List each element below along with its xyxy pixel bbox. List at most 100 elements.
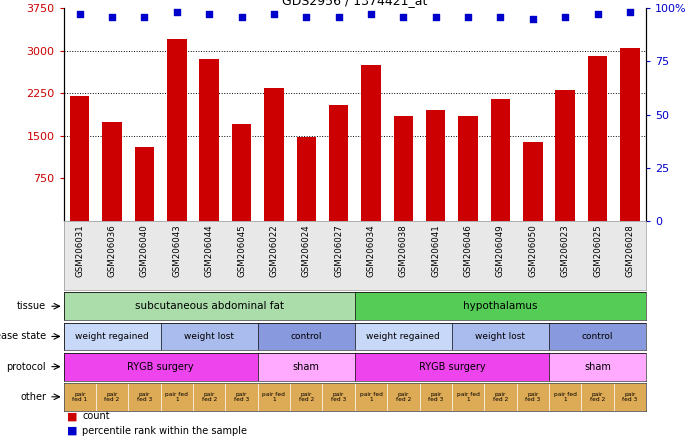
Bar bbox=[419, 383, 452, 411]
Point bbox=[527, 15, 538, 22]
Bar bbox=[387, 383, 419, 411]
Bar bbox=[135, 147, 154, 221]
Text: other: other bbox=[20, 392, 46, 402]
Text: subcutaneous abdominal fat: subcutaneous abdominal fat bbox=[135, 301, 284, 311]
Text: percentile rank within the sample: percentile rank within the sample bbox=[82, 426, 247, 436]
Bar bbox=[426, 110, 446, 221]
Text: pair
fed 3: pair fed 3 bbox=[331, 392, 346, 402]
Bar bbox=[96, 383, 129, 411]
Text: ■: ■ bbox=[67, 426, 77, 436]
Text: ■: ■ bbox=[67, 412, 77, 421]
Bar bbox=[160, 383, 193, 411]
Text: disease state: disease state bbox=[0, 331, 46, 341]
Bar bbox=[329, 105, 348, 221]
Bar bbox=[225, 383, 258, 411]
Text: GSM206031: GSM206031 bbox=[75, 225, 84, 278]
Point bbox=[268, 11, 279, 18]
Text: GSM206038: GSM206038 bbox=[399, 225, 408, 278]
Text: control: control bbox=[290, 332, 322, 341]
Bar bbox=[458, 116, 477, 221]
Text: pair
fed 2: pair fed 2 bbox=[396, 392, 411, 402]
Text: GSM206045: GSM206045 bbox=[237, 225, 246, 278]
Bar bbox=[556, 91, 575, 221]
Text: GSM206046: GSM206046 bbox=[464, 225, 473, 278]
Bar bbox=[102, 122, 122, 221]
Text: pair
fed 2: pair fed 2 bbox=[493, 392, 508, 402]
Text: weight lost: weight lost bbox=[184, 332, 234, 341]
Text: pair
fed 3: pair fed 3 bbox=[623, 392, 638, 402]
Bar bbox=[258, 322, 355, 350]
Text: GSM206040: GSM206040 bbox=[140, 225, 149, 278]
Bar bbox=[549, 353, 646, 381]
Point bbox=[430, 13, 442, 20]
Point bbox=[301, 13, 312, 20]
Bar bbox=[64, 353, 258, 381]
Bar bbox=[323, 383, 355, 411]
Bar bbox=[614, 383, 646, 411]
Text: GSM206022: GSM206022 bbox=[269, 225, 278, 278]
Point bbox=[560, 13, 571, 20]
Bar bbox=[621, 48, 640, 221]
Point bbox=[171, 9, 182, 16]
Text: weight lost: weight lost bbox=[475, 332, 525, 341]
Point bbox=[106, 13, 117, 20]
Bar bbox=[129, 383, 160, 411]
Text: pair
fed 3: pair fed 3 bbox=[525, 392, 540, 402]
Bar bbox=[355, 383, 387, 411]
Point bbox=[236, 13, 247, 20]
Bar bbox=[64, 292, 355, 320]
Bar bbox=[64, 322, 160, 350]
Text: pair fed
1: pair fed 1 bbox=[165, 392, 188, 402]
Bar bbox=[517, 383, 549, 411]
Bar bbox=[452, 322, 549, 350]
Bar bbox=[193, 383, 225, 411]
Point bbox=[139, 13, 150, 20]
Bar bbox=[200, 59, 219, 221]
Text: pair
fed 2: pair fed 2 bbox=[104, 392, 120, 402]
Point bbox=[398, 13, 409, 20]
Text: weight regained: weight regained bbox=[75, 332, 149, 341]
Text: GSM206025: GSM206025 bbox=[593, 225, 602, 278]
Text: pair
fed 3: pair fed 3 bbox=[234, 392, 249, 402]
Point bbox=[204, 11, 215, 18]
Text: GSM206041: GSM206041 bbox=[431, 225, 440, 278]
Text: pair fed
1: pair fed 1 bbox=[457, 392, 480, 402]
Text: pair
fed 3: pair fed 3 bbox=[428, 392, 444, 402]
Title: GDS2956 / 1374421_at: GDS2956 / 1374421_at bbox=[282, 0, 428, 7]
Bar bbox=[70, 96, 89, 221]
Bar bbox=[167, 39, 187, 221]
Bar bbox=[491, 99, 510, 221]
Text: protocol: protocol bbox=[6, 361, 46, 372]
Bar bbox=[588, 56, 607, 221]
Bar bbox=[296, 137, 316, 221]
Point bbox=[74, 11, 85, 18]
Point bbox=[333, 13, 344, 20]
Text: tissue: tissue bbox=[17, 301, 46, 311]
Bar bbox=[361, 65, 381, 221]
Point bbox=[462, 13, 473, 20]
Text: count: count bbox=[82, 412, 110, 421]
Bar bbox=[355, 322, 452, 350]
Bar bbox=[64, 383, 96, 411]
Text: pair
fed 2: pair fed 2 bbox=[202, 392, 217, 402]
Text: GSM206028: GSM206028 bbox=[625, 225, 634, 278]
Text: weight regained: weight regained bbox=[366, 332, 440, 341]
Text: pair
fed 2: pair fed 2 bbox=[299, 392, 314, 402]
Text: GSM206027: GSM206027 bbox=[334, 225, 343, 278]
Text: RYGB surgery: RYGB surgery bbox=[127, 361, 194, 372]
Bar bbox=[160, 322, 258, 350]
Bar bbox=[549, 383, 581, 411]
Point bbox=[625, 9, 636, 16]
Text: GSM206049: GSM206049 bbox=[496, 225, 505, 277]
Point bbox=[495, 13, 506, 20]
Text: sham: sham bbox=[293, 361, 320, 372]
Bar bbox=[355, 292, 646, 320]
Text: pair fed
1: pair fed 1 bbox=[263, 392, 285, 402]
Text: GSM206023: GSM206023 bbox=[560, 225, 569, 278]
Text: GSM206034: GSM206034 bbox=[366, 225, 375, 278]
Bar bbox=[232, 124, 252, 221]
Text: hypothalamus: hypothalamus bbox=[463, 301, 538, 311]
Text: pair
fed 2: pair fed 2 bbox=[590, 392, 605, 402]
Bar bbox=[452, 383, 484, 411]
Bar bbox=[258, 383, 290, 411]
